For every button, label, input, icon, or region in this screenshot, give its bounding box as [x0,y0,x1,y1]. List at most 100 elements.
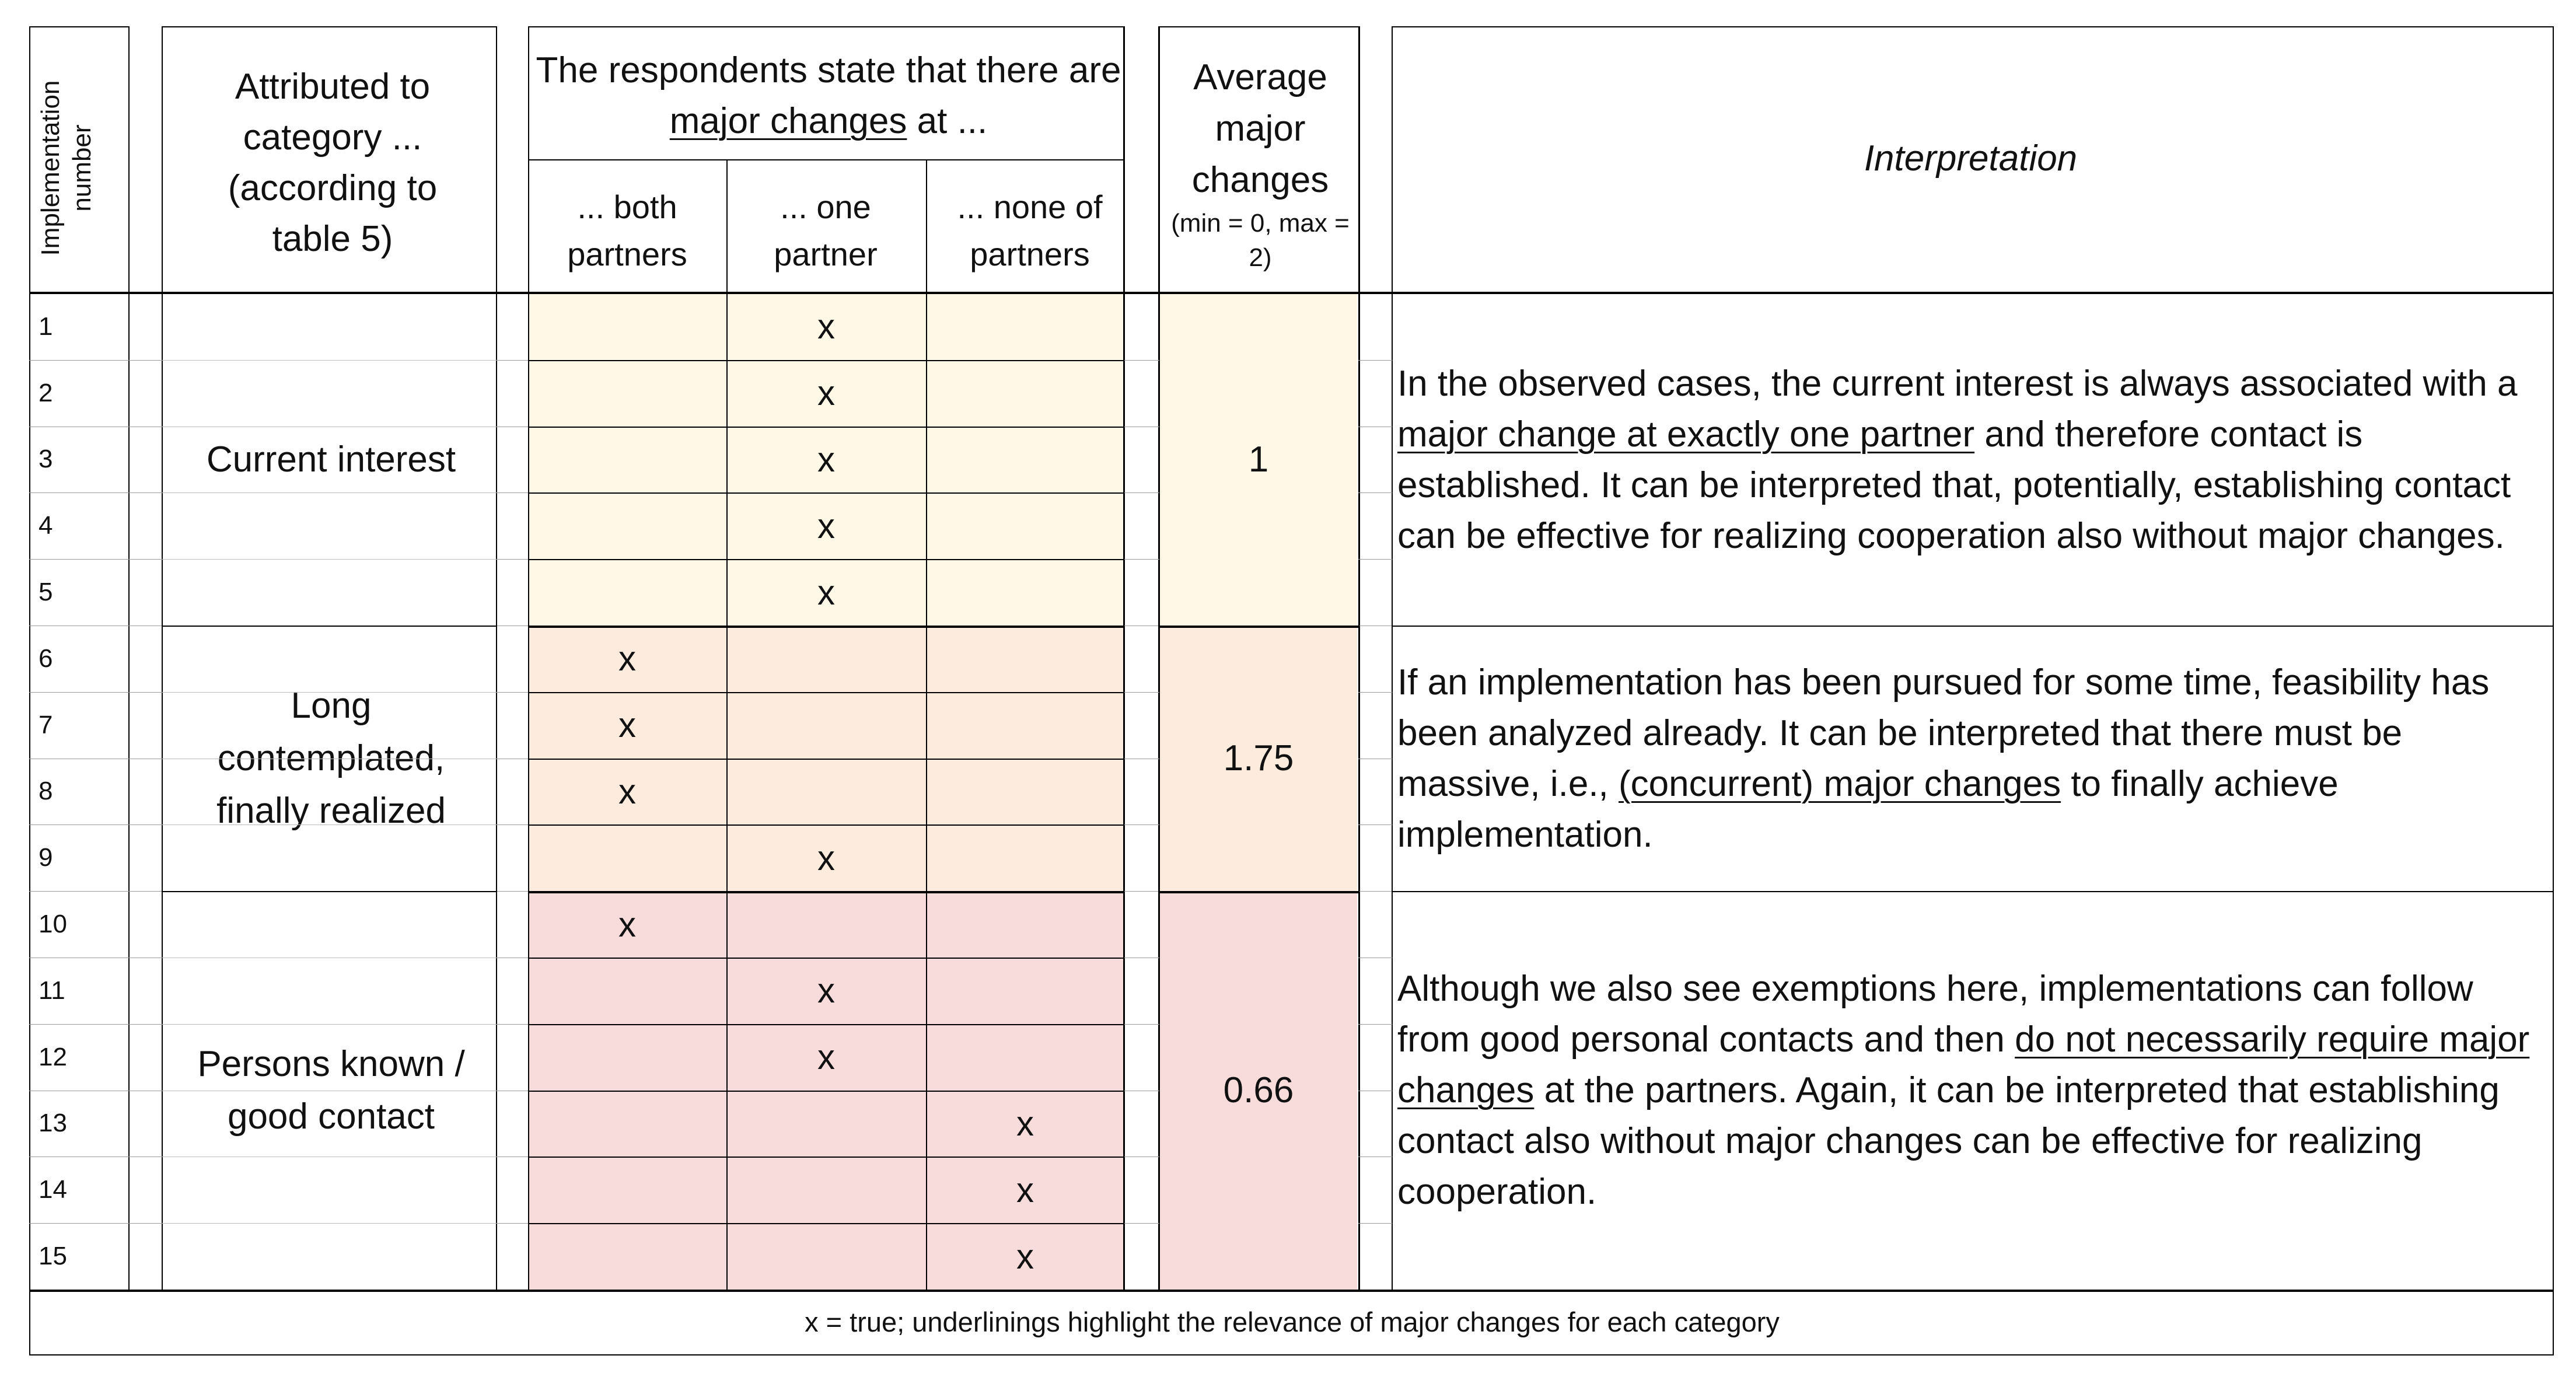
mark-both [528,958,726,1024]
h-row-gap [128,492,162,494]
h-row-cat [162,559,497,560]
h-row-gap [1123,1223,1159,1224]
mark-none: x [1016,1236,1034,1276]
h-row-gap [1358,824,1392,826]
respondents-prefix: The respondents state that there are [536,50,1121,91]
v-line [1392,26,1393,1290]
h-row-cat [162,824,497,826]
h-top [528,26,1124,27]
interpretation-paragraph: If an implementation has been pursued fo… [1397,657,2550,860]
h-row-marks [528,1023,1124,1025]
h-row-gap [128,891,162,892]
mark-both [528,1157,726,1223]
mark-one [726,692,926,759]
v-sub [726,159,728,1290]
h-row-gap [1358,359,1392,361]
h-row-gap [128,691,162,693]
mark-none [926,626,1124,692]
h-row-cat [162,1223,497,1224]
h-row-marks [528,426,1124,428]
h-row-marks [528,824,1124,826]
v-line [1358,26,1360,1290]
v-line [1158,26,1160,1290]
average-header-range: (min = 0, max = 2) [1171,208,1350,272]
h-row-gap [1123,359,1159,361]
row-number: 10 [39,910,67,939]
mark-one: x [817,572,835,612]
mark-none [926,360,1124,427]
h-row-marks [528,492,1124,494]
mark-none [926,891,1124,958]
mark-one [726,759,926,825]
interpretation-underlined: major change at exactly one partner [1397,414,1975,455]
h-row-num [29,824,130,826]
h-row-num [29,559,130,560]
v-line [496,26,497,1290]
h-row-cat [162,359,497,361]
interpretation-segment: Although we also see exemptions here, im… [1397,969,2473,1060]
band-average-2 [1160,626,1357,892]
h-row-num [29,1223,130,1224]
mark-one: x [817,838,835,878]
mark-none [926,294,1124,360]
sub-header-none: ... none of partners [957,188,1103,272]
band-average-1 [1160,294,1357,626]
h-row-gap [1123,492,1159,494]
mark-both [528,492,726,559]
mark-none [926,824,1124,891]
h-row-gap [496,891,529,892]
mark-none [926,492,1124,559]
band-average-3 [1160,891,1357,1290]
h-row-marks [528,1223,1124,1225]
row-number: 8 [39,777,53,806]
category-label: Current interest [206,439,456,480]
mark-one: x [817,373,835,413]
mark-one: x [817,439,835,479]
mark-none [926,427,1124,493]
v-foot-left [29,1290,30,1355]
h-row-marks [528,758,1124,760]
category-label: Persons known / good contact [197,1043,465,1137]
row-number: 9 [39,843,53,872]
h-row-gap [496,359,529,361]
mark-one: x [817,1037,835,1077]
mark-both [528,1223,726,1290]
h-group-interp [1392,891,2554,893]
mark-both: x [618,904,636,944]
h-row-gap [1358,891,1392,892]
mark-both [528,559,726,626]
h-group-interp [1392,626,2554,627]
mark-one: x [817,506,835,546]
respondents-suffix: at ... [917,101,988,141]
mark-both: x [618,705,636,745]
mark-one [726,1223,926,1290]
h-row-gap [128,824,162,826]
band-marks-1 [528,294,1124,626]
row-number: 5 [39,578,53,607]
h-row-num [29,492,130,494]
h-group-cat [162,626,497,627]
interpretation-underlined: (concurrent) major changes [1619,763,2061,804]
attributed-header: Attributed to category ... (according to… [228,67,438,259]
mark-none: x [1016,1170,1034,1210]
v-sub [926,159,927,1290]
v-line [29,26,30,1290]
interpretation-header: Interpretation [1864,138,2078,179]
v-line [528,26,529,1290]
mark-none [926,759,1124,825]
h-row-gap [128,1223,162,1224]
row-number: 14 [39,1175,67,1204]
mark-one: x [817,307,835,347]
respondents-underlined: major changes [669,101,907,141]
h-row-marks [528,1090,1124,1092]
h-row-gap [1358,1223,1392,1224]
interpretation-text: If an implementation has been pursued fo… [1397,626,2550,891]
h-group-avg [1158,891,1359,894]
h-row-gap [128,1023,162,1025]
v-line [1123,26,1125,1290]
h-row-cat [162,1023,497,1025]
mark-both: x [618,771,636,811]
mark-none [926,958,1124,1024]
interpretation-underlined: do not necessarily require major changes [1397,1019,2530,1111]
sub-header-one: ... one partner [774,188,878,272]
